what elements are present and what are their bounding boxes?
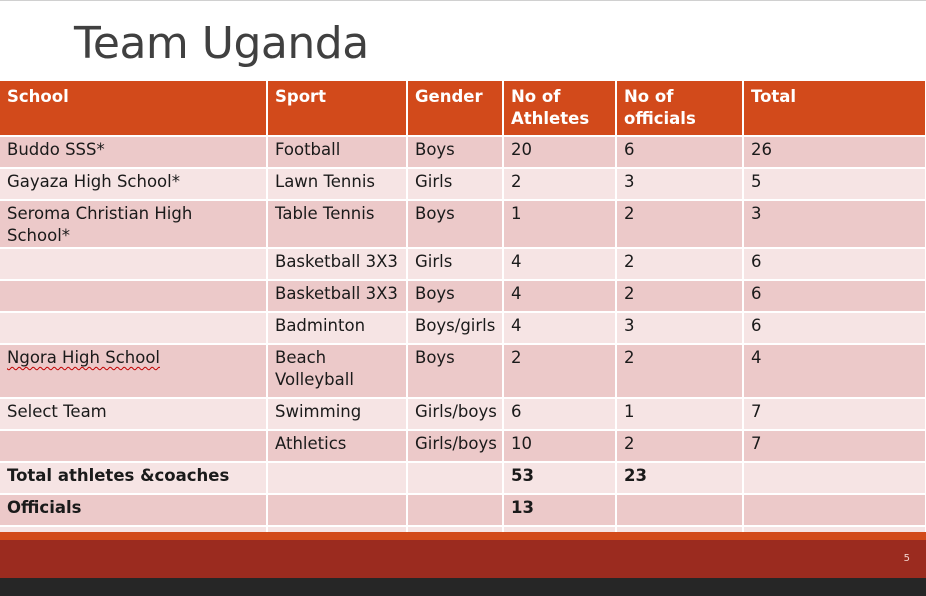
table-row: Athletics Girls/boys 10 2 7 bbox=[0, 430, 926, 463]
header-school: School bbox=[0, 81, 268, 137]
table-row: Seroma Christian High School* Table Tenn… bbox=[0, 200, 926, 249]
table-row: Select Team Swimming Girls/boys 6 1 7 bbox=[0, 398, 926, 431]
cell-school: Buddo SSS* bbox=[0, 136, 268, 169]
cell-sport: Lawn Tennis bbox=[267, 168, 408, 201]
cell-officials: 2 bbox=[616, 430, 744, 463]
table-row: Gayaza High School* Lawn Tennis Girls 2 … bbox=[0, 168, 926, 201]
cell-sport: Football bbox=[267, 136, 408, 169]
cell-sport: Beach Volleyball bbox=[267, 344, 408, 399]
cell-total: 26 bbox=[743, 136, 926, 169]
cell-gender: Boys bbox=[407, 200, 504, 249]
table-row: Basketball 3X3 Girls 4 2 6 bbox=[0, 248, 926, 281]
cell-officials: 2 bbox=[616, 344, 744, 399]
table-row: Ngora High School Beach Volleyball Boys … bbox=[0, 344, 926, 399]
cell-athletes: 53 bbox=[503, 462, 617, 495]
cell-total: 7 bbox=[743, 430, 926, 463]
cell-total bbox=[743, 494, 926, 527]
cell-sport: Basketball 3X3 bbox=[267, 248, 408, 281]
bottom-bar bbox=[0, 578, 926, 596]
cell-total: 4 bbox=[743, 344, 926, 399]
cell-gender bbox=[407, 494, 504, 527]
table-row: Basketball 3X3 Boys 4 2 6 bbox=[0, 280, 926, 313]
cell-total: 3 bbox=[743, 200, 926, 249]
cell-athletes: 10 bbox=[503, 430, 617, 463]
header-officials: No of officials bbox=[616, 81, 744, 137]
table-row: Badminton Boys/girls 4 3 6 bbox=[0, 312, 926, 345]
cell-total: 6 bbox=[743, 280, 926, 313]
slide-title: Team Uganda bbox=[74, 18, 369, 69]
header-gender: Gender bbox=[407, 81, 504, 137]
cell-school bbox=[0, 312, 268, 345]
cell-total: 7 bbox=[743, 398, 926, 431]
cell-officials: 2 bbox=[616, 200, 744, 249]
footer-accent-band bbox=[0, 532, 926, 540]
cell-athletes: 13 bbox=[503, 494, 617, 527]
cell-school: Seroma Christian High School* bbox=[0, 200, 268, 249]
cell-gender: Boys bbox=[407, 280, 504, 313]
team-table: School Sport Gender No of Athletes No of… bbox=[0, 81, 926, 559]
cell-sport bbox=[267, 462, 408, 495]
cell-label: Officials bbox=[0, 494, 268, 527]
cell-gender: Boys bbox=[407, 344, 504, 399]
cell-sport: Basketball 3X3 bbox=[267, 280, 408, 313]
footer-band bbox=[0, 540, 926, 578]
header-athletes: No of Athletes bbox=[503, 81, 617, 137]
cell-school: Gayaza High School* bbox=[0, 168, 268, 201]
cell-sport bbox=[267, 494, 408, 527]
cell-sport: Badminton bbox=[267, 312, 408, 345]
cell-school bbox=[0, 248, 268, 281]
cell-athletes: 1 bbox=[503, 200, 617, 249]
cell-label: Total athletes &coaches bbox=[0, 462, 268, 495]
cell-athletes: 6 bbox=[503, 398, 617, 431]
cell-gender: Boys bbox=[407, 136, 504, 169]
cell-athletes: 4 bbox=[503, 248, 617, 281]
table-header-row: School Sport Gender No of Athletes No of… bbox=[0, 81, 926, 137]
totals-row: Total athletes &coaches 53 23 bbox=[0, 462, 926, 495]
cell-athletes: 20 bbox=[503, 136, 617, 169]
cell-school: Ngora High School bbox=[0, 344, 268, 399]
cell-sport: Table Tennis bbox=[267, 200, 408, 249]
cell-officials: 6 bbox=[616, 136, 744, 169]
cell-gender: Girls/boys bbox=[407, 430, 504, 463]
page-number: 5 bbox=[903, 553, 910, 564]
cell-gender: Boys/girls bbox=[407, 312, 504, 345]
cell-officials: 3 bbox=[616, 168, 744, 201]
cell-officials: 2 bbox=[616, 280, 744, 313]
cell-athletes: 4 bbox=[503, 312, 617, 345]
cell-total bbox=[743, 462, 926, 495]
spell-check-underline-text: Ngora High School bbox=[7, 348, 160, 367]
cell-school bbox=[0, 280, 268, 313]
totals-row: Officials 13 bbox=[0, 494, 926, 527]
cell-gender: Girls/boys bbox=[407, 398, 504, 431]
cell-officials: 2 bbox=[616, 248, 744, 281]
cell-gender bbox=[407, 462, 504, 495]
cell-sport: Swimming bbox=[267, 398, 408, 431]
cell-officials: 1 bbox=[616, 398, 744, 431]
cell-sport: Athletics bbox=[267, 430, 408, 463]
cell-officials: 3 bbox=[616, 312, 744, 345]
cell-total: 6 bbox=[743, 248, 926, 281]
header-total: Total bbox=[743, 81, 926, 137]
cell-athletes: 2 bbox=[503, 344, 617, 399]
cell-school bbox=[0, 430, 268, 463]
table-row: Buddo SSS* Football Boys 20 6 26 bbox=[0, 136, 926, 169]
cell-officials bbox=[616, 494, 744, 527]
cell-gender: Girls bbox=[407, 168, 504, 201]
cell-school: Select Team bbox=[0, 398, 268, 431]
slide-top-border bbox=[0, 0, 926, 1]
cell-total: 6 bbox=[743, 312, 926, 345]
cell-athletes: 2 bbox=[503, 168, 617, 201]
cell-officials: 23 bbox=[616, 462, 744, 495]
header-sport: Sport bbox=[267, 81, 408, 137]
cell-total: 5 bbox=[743, 168, 926, 201]
cell-athletes: 4 bbox=[503, 280, 617, 313]
cell-gender: Girls bbox=[407, 248, 504, 281]
